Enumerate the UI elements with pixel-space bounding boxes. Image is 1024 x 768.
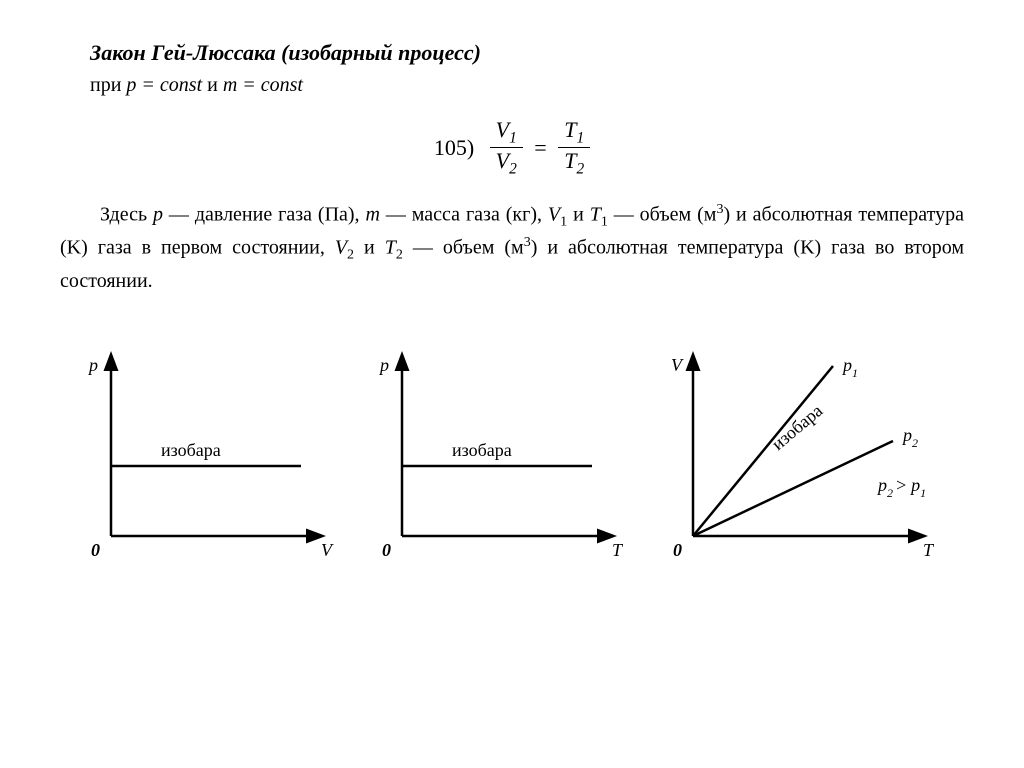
chart-p-t: p T 0 изобара xyxy=(362,346,632,576)
y-axis-label: V xyxy=(671,355,684,375)
cond-prefix: при xyxy=(90,74,126,96)
description: Здесь p — давление газа (Па), m — масса … xyxy=(60,199,964,296)
origin-label: 0 xyxy=(673,540,682,560)
condition-line: при p = const и m = const xyxy=(90,74,964,97)
x-axis-label: T xyxy=(923,540,935,560)
sub-2: 2 xyxy=(347,248,354,263)
origin-label: 0 xyxy=(382,540,391,560)
sym-v2: V xyxy=(335,237,347,259)
sym-p: p xyxy=(153,203,163,225)
sym-v1: V xyxy=(548,203,560,225)
frac-right-top-sub: 1 xyxy=(576,129,584,146)
frac-left-top-sub: 1 xyxy=(509,129,517,146)
charts-row: p V 0 изобара p T 0 изобара xyxy=(60,346,964,576)
sub-1: 1 xyxy=(601,214,608,229)
frac-right-bot: T xyxy=(564,148,576,173)
frac-left: V1 V2 xyxy=(490,117,523,179)
frac-right-bot-sub: 2 xyxy=(576,161,584,178)
sup-3: 3 xyxy=(524,235,531,250)
equals: = xyxy=(534,135,546,161)
isobar-line-p1 xyxy=(693,366,833,536)
isobar-line-p2 xyxy=(693,441,893,536)
sym-m: m xyxy=(365,203,379,225)
inequality: p2>p1 xyxy=(876,475,926,500)
frac-left-top: V xyxy=(496,117,509,142)
frac-left-bot: V xyxy=(496,148,509,173)
desc-text: и xyxy=(567,203,590,225)
cond-p: p = const xyxy=(126,74,202,96)
chart1-svg: p V 0 изобара xyxy=(71,346,341,576)
y-axis-label: p xyxy=(87,355,98,375)
formula-number: 105) xyxy=(434,135,474,161)
sym-t2: T xyxy=(385,237,396,259)
curve-label: изобара xyxy=(161,440,221,460)
cond-m: m = const xyxy=(223,74,303,96)
frac-right: T1 T2 xyxy=(558,117,590,179)
desc-text: — объем (м xyxy=(608,203,717,225)
chart-v-t: V T 0 изобара p1 p2 p2>p1 xyxy=(653,346,953,576)
sym-t1: T xyxy=(590,203,601,225)
line2-label: p2 xyxy=(901,425,918,450)
line1-label: p1 xyxy=(841,355,858,380)
section-title: Закон Гей-Люссака (изобарный процесс) xyxy=(90,40,964,66)
curve-label: изобара xyxy=(452,440,512,460)
formula: 105) V1 V2 = T1 T2 xyxy=(60,117,964,179)
frac-left-bot-sub: 2 xyxy=(509,161,517,178)
desc-text: Здесь xyxy=(100,203,153,225)
chart3-svg: V T 0 изобара p1 p2 p2>p1 xyxy=(653,346,953,576)
cond-and: и xyxy=(202,74,223,96)
chart2-svg: p T 0 изобара xyxy=(362,346,632,576)
chart-p-v: p V 0 изобара xyxy=(71,346,341,576)
frac-right-top: T xyxy=(564,117,576,142)
desc-text: — масса газа (кг), xyxy=(380,203,548,225)
x-axis-label: V xyxy=(321,540,334,560)
origin-label: 0 xyxy=(91,540,100,560)
y-axis-label: p xyxy=(378,355,389,375)
desc-text: — давление газа (Па), xyxy=(163,203,365,225)
x-axis-label: T xyxy=(612,540,624,560)
desc-text: — объем (м xyxy=(403,237,524,259)
desc-text: и xyxy=(354,237,385,259)
sub-2: 2 xyxy=(396,248,403,263)
